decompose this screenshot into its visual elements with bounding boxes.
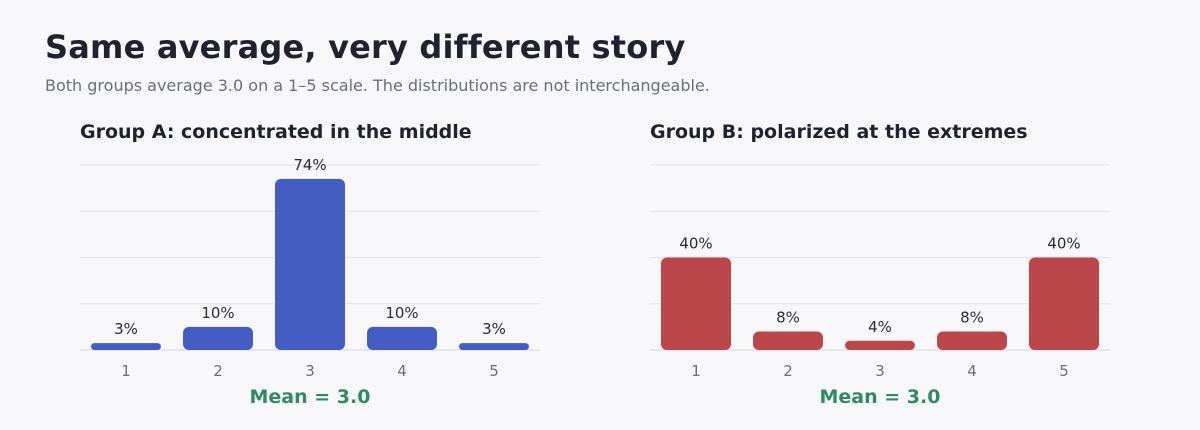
chart-a-tick-label: 2 xyxy=(213,362,223,380)
chart-b-bar-4 xyxy=(937,331,1007,350)
chart-a-bar-4 xyxy=(367,326,437,350)
chart-b-data-label: 4% xyxy=(868,318,892,336)
chart-b-data-label: 40% xyxy=(679,235,712,253)
chart-b-mean-label: Mean = 3.0 xyxy=(819,386,941,408)
chart-a-data-label: 3% xyxy=(482,320,506,338)
chart-a-bar-2 xyxy=(183,326,253,350)
page-title: Same average, very different story xyxy=(45,28,686,66)
chart-b-bar-5 xyxy=(1029,257,1099,350)
chart-a-tick-label: 5 xyxy=(489,362,499,380)
chart-b-tick-label: 1 xyxy=(691,362,701,380)
chart-a-bar-3 xyxy=(275,178,345,350)
chart-b-data-label: 40% xyxy=(1047,235,1080,253)
chart-a-title: Group A: concentrated in the middle xyxy=(80,121,472,143)
chart-a-tick-label: 4 xyxy=(397,362,407,380)
chart-a-data-label: 3% xyxy=(114,320,138,338)
chart-a-tick-label: 3 xyxy=(305,362,315,380)
chart-a-data-label: 10% xyxy=(201,304,234,322)
page-subtitle: Both groups average 3.0 on a 1–5 scale. … xyxy=(45,76,710,95)
chart-b-bar-1 xyxy=(661,257,731,350)
chart-b-data-label: 8% xyxy=(960,309,984,327)
chart-b-tick-label: 4 xyxy=(967,362,977,380)
chart-a-bar-1 xyxy=(91,343,161,350)
chart-b-title: Group B: polarized at the extremes xyxy=(650,121,1028,143)
chart-a-data-label: 10% xyxy=(385,304,418,322)
chart-a-bar-5 xyxy=(459,343,529,350)
chart-a-mean-label: Mean = 3.0 xyxy=(249,386,371,408)
chart-a-data-label: 74% xyxy=(293,156,326,174)
chart-b-data-label: 8% xyxy=(776,309,800,327)
chart-a-tick-label: 1 xyxy=(121,362,131,380)
chart-b-bar-2 xyxy=(753,331,823,350)
chart-b-tick-label: 5 xyxy=(1059,362,1069,380)
chart-b-bar-3 xyxy=(845,340,915,350)
chart-b-tick-label: 2 xyxy=(783,362,793,380)
chart-b-tick-label: 3 xyxy=(875,362,885,380)
